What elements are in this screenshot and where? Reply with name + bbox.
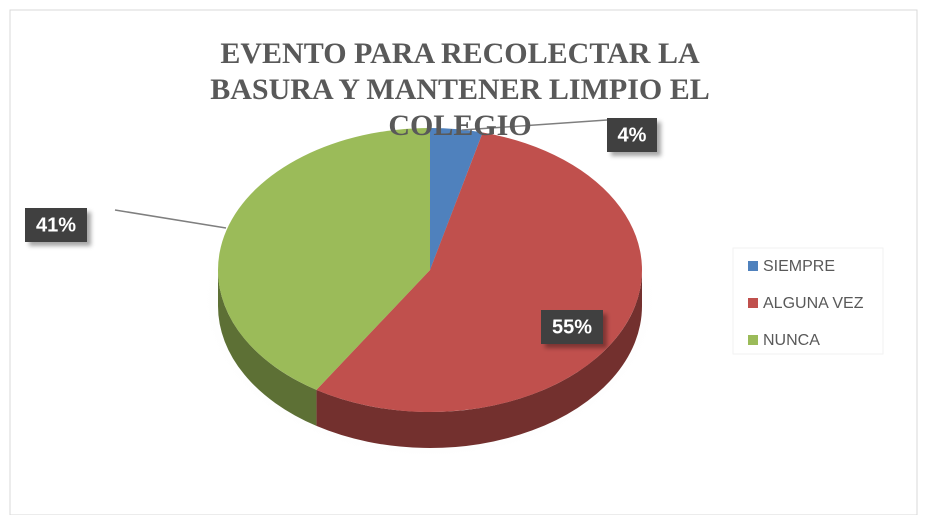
legend-label: SIEMPRE: [763, 258, 835, 275]
pie-slice: [218, 128, 430, 390]
leader-line: [114, 209, 227, 229]
pie-slice-side: [316, 270, 642, 449]
data-label: 41%: [36, 214, 76, 236]
data-label-box: [25, 208, 87, 242]
leader-line: [461, 119, 608, 131]
legend-label: NUNCA: [763, 332, 820, 349]
legend-swatch: [748, 298, 758, 308]
chart-title: EVENTO PARA RECOLECTAR LA BASURA Y MANTE…: [210, 37, 710, 142]
data-label-box: [541, 310, 603, 344]
data-label: 55%: [552, 316, 592, 338]
legend-swatch: [748, 335, 758, 345]
chart-border: [9, 9, 918, 515]
legend-label: ALGUNA VEZ: [763, 295, 864, 312]
pie-slice: [430, 128, 483, 270]
data-label-box: [607, 118, 657, 152]
pie-slice-side: [218, 270, 317, 426]
legend-swatch: [748, 261, 758, 271]
data-label: 4%: [618, 124, 647, 146]
